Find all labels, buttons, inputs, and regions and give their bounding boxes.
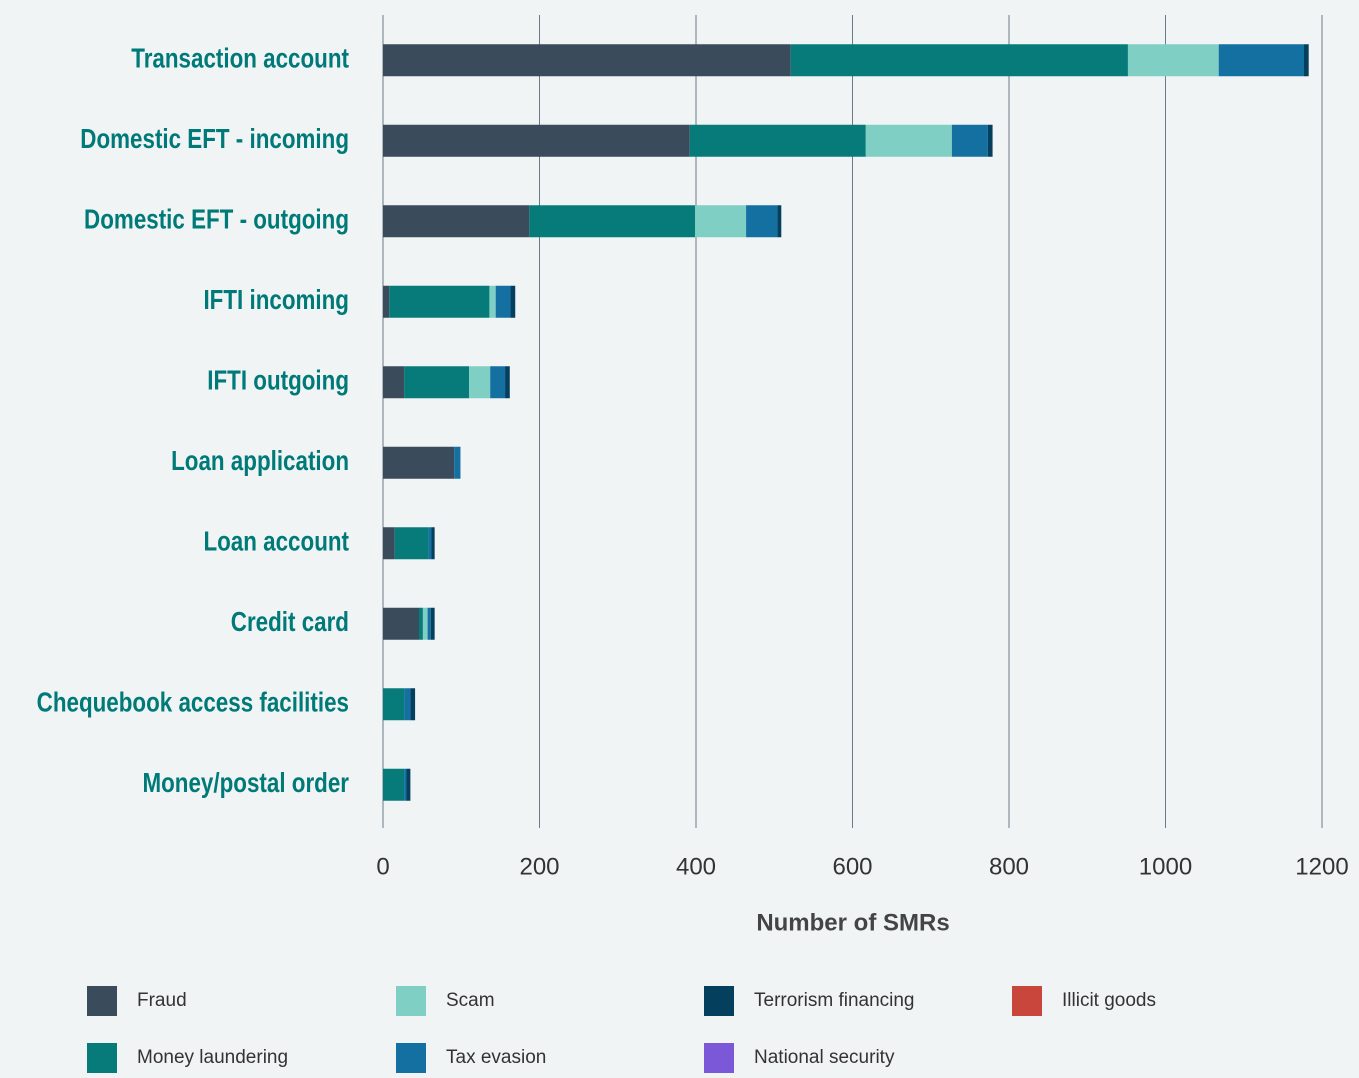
legend-swatch	[396, 986, 426, 1016]
category-label: Domestic EFT - incoming	[80, 124, 349, 155]
category-label: Transaction account	[131, 43, 349, 74]
bar-segment	[383, 607, 419, 640]
bar-segment	[529, 205, 696, 238]
bar-segment	[383, 688, 405, 721]
bar-segment	[383, 205, 530, 238]
bar-segment	[404, 688, 411, 721]
bar-segment	[431, 527, 435, 560]
legend-label: Fraud	[137, 990, 187, 1011]
category-label: IFTI incoming	[203, 285, 349, 316]
bar-segment	[695, 205, 747, 238]
bar-segment	[510, 285, 516, 318]
bar-segment	[428, 527, 432, 560]
legend-swatch	[704, 1043, 734, 1073]
category-label: Money/postal order	[142, 768, 349, 799]
x-tick-label: 800	[989, 853, 1029, 880]
bar-segment	[790, 44, 1128, 77]
bar-segment	[495, 285, 511, 318]
bar-segment	[383, 124, 690, 157]
bar-segment	[389, 285, 490, 318]
bar-segment	[410, 688, 416, 721]
legend-swatch	[87, 986, 117, 1016]
bar-segment	[418, 607, 423, 640]
legend-swatch	[1012, 986, 1042, 1016]
bar-segment	[1127, 44, 1219, 77]
x-tick-label: 600	[832, 853, 872, 880]
category-label: Chequebook access facilities	[37, 687, 349, 718]
bar-segment	[430, 607, 435, 640]
category-label: Loan application	[171, 446, 349, 477]
bar-segment	[383, 527, 395, 560]
legend-label: Terrorism financing	[754, 990, 915, 1011]
category-label: Domestic EFT - outgoing	[84, 204, 349, 235]
category-label: Loan account	[203, 526, 349, 557]
legend-label: Illicit goods	[1062, 990, 1156, 1011]
bar-segment	[490, 366, 506, 399]
bar-segment	[689, 124, 866, 157]
bar-segment	[394, 527, 429, 560]
bar-segment	[383, 44, 791, 77]
bar-segment	[951, 124, 988, 157]
x-tick-label: 1000	[1139, 853, 1192, 880]
legend-label: Money laundering	[137, 1047, 288, 1068]
bar-segment	[1218, 44, 1305, 77]
legend-swatch	[396, 1043, 426, 1073]
bar-segment	[469, 366, 491, 399]
legend-label: National security	[754, 1047, 895, 1068]
bar-segment	[1304, 44, 1309, 77]
legend-label: Scam	[446, 990, 495, 1011]
bar-segment	[404, 366, 470, 399]
x-tick-label: 1200	[1295, 853, 1348, 880]
bar-segment	[489, 285, 496, 318]
bar-segment	[422, 607, 428, 640]
bar-segment	[454, 446, 461, 479]
x-tick-label: 400	[676, 853, 716, 880]
bar-segment	[383, 285, 390, 318]
bar-segment	[777, 205, 782, 238]
bar-segment	[505, 366, 510, 399]
bar-segment	[427, 607, 431, 640]
bar-segment	[383, 446, 455, 479]
legend-label: Tax evasion	[446, 1047, 546, 1068]
bar-segment	[383, 768, 405, 801]
bar-segment	[404, 768, 407, 801]
legend-swatch	[704, 986, 734, 1016]
legend-swatch	[87, 1043, 117, 1073]
category-label: IFTI outgoing	[207, 365, 349, 396]
x-tick-label: 0	[376, 853, 389, 880]
x-axis-title: Number of SMRs	[756, 909, 949, 936]
bar-segment	[383, 366, 405, 399]
bar-segment	[746, 205, 778, 238]
x-tick-label: 200	[519, 853, 559, 880]
bar-segment	[865, 124, 952, 157]
bar-segment	[406, 768, 411, 801]
category-label: Credit card	[231, 607, 349, 638]
bar-segment	[987, 124, 993, 157]
